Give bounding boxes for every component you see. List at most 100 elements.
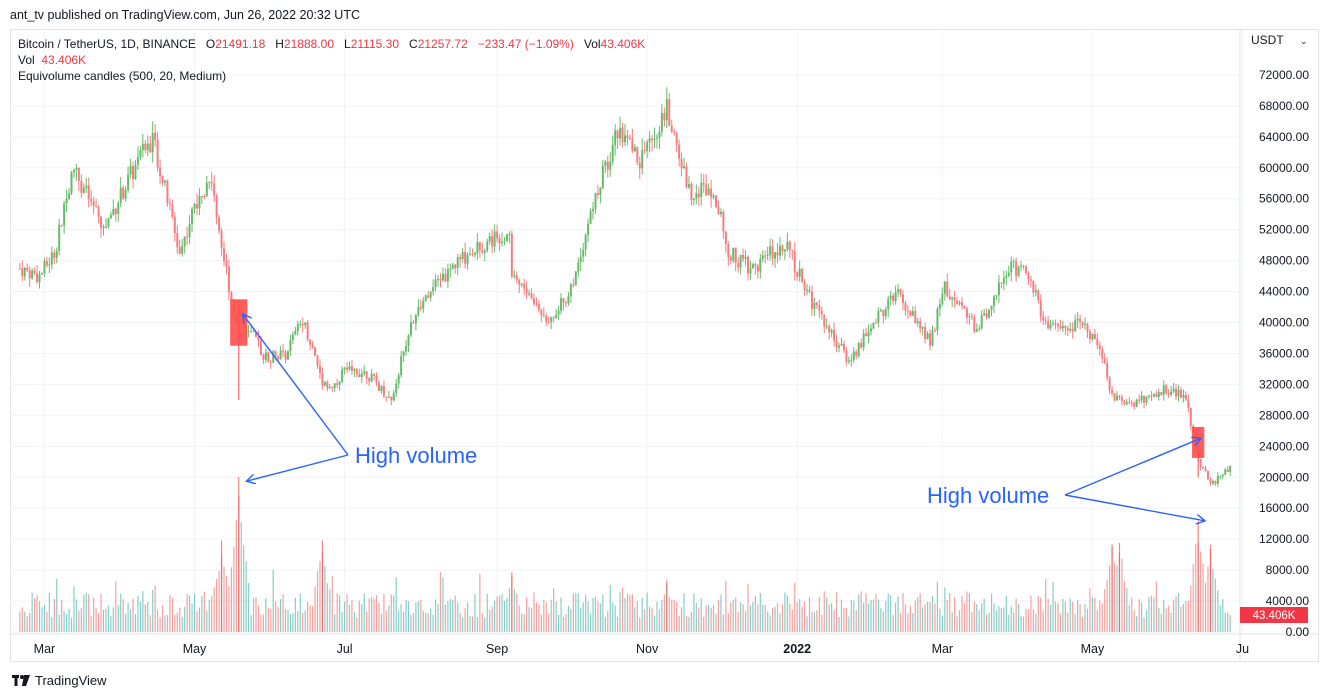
candle-body [929, 333, 932, 346]
candle-body [663, 112, 666, 121]
volume-bar [68, 608, 70, 632]
volume-bar [617, 616, 619, 632]
volume-bar [649, 606, 651, 632]
candle-body [476, 242, 479, 254]
annotation-arrow[interactable] [1064, 494, 1204, 521]
candle-body [1162, 385, 1165, 395]
volume-bar [19, 611, 21, 632]
annotation-text[interactable]: High volume [927, 483, 1049, 508]
volume-bar [1163, 599, 1165, 632]
volume-bar [808, 596, 811, 632]
candle-body [459, 257, 462, 260]
candle-body [860, 343, 863, 348]
symbol-title[interactable]: Bitcoin / TetherUS, 1D, BINANCE [18, 37, 196, 51]
candle-body [1226, 469, 1229, 473]
volume-bar [543, 599, 545, 632]
volume-bar [939, 608, 941, 632]
candle-body [931, 330, 934, 346]
candle-body [159, 167, 162, 176]
indicator-row[interactable]: Equivolume candles (500, 20, Medium) [18, 68, 645, 84]
annotation-arrow[interactable] [1064, 439, 1200, 496]
candle-body [993, 296, 995, 306]
candle-body [1167, 393, 1170, 395]
volume-bar [1187, 600, 1189, 632]
volume-bar [641, 597, 643, 632]
volume-bar [80, 608, 82, 632]
volume-bar [877, 599, 879, 632]
volume-bar [339, 595, 341, 632]
candle-body [112, 208, 115, 215]
candle-body [68, 193, 71, 199]
volume-bar [390, 594, 392, 632]
candle-body [1079, 318, 1082, 322]
candle-body [547, 321, 550, 323]
volume-bar [46, 611, 48, 632]
candle-body [464, 251, 467, 264]
volume-indicator-row[interactable]: Vol 43.406K [18, 52, 645, 68]
volume-bar [243, 545, 245, 632]
volume-bar [457, 602, 459, 632]
volume-bar [405, 599, 407, 632]
candle-body [146, 143, 149, 151]
candle-body [1084, 323, 1087, 326]
dropdown-chevron-icon[interactable]: ⌄ [1300, 37, 1308, 47]
candle-body [252, 331, 255, 333]
candle-body [965, 308, 968, 318]
volume-bar [270, 608, 272, 632]
candle-body [255, 331, 257, 337]
volume-bar [988, 612, 990, 632]
candle-body [961, 302, 964, 307]
price-tick-label: 12000.00 [1259, 532, 1309, 546]
footer-brand[interactable]: TradingView [35, 673, 107, 688]
candle-body [525, 288, 528, 294]
volume-bar [1062, 598, 1064, 632]
price-tick-label: 28000.00 [1259, 408, 1309, 422]
volume-bar [597, 601, 599, 632]
price-tick-label: 20000.00 [1259, 470, 1309, 484]
volume-bar [447, 601, 449, 632]
volume-bar [388, 605, 390, 632]
volume-bar [599, 603, 601, 632]
volume-bar [526, 597, 528, 632]
highlight-candle-body[interactable] [1192, 426, 1205, 458]
volume-bar [831, 602, 833, 632]
candle-body [250, 331, 253, 333]
candle-body [582, 249, 585, 257]
candle-body [830, 330, 833, 333]
annotation-text[interactable]: High volume [355, 443, 477, 468]
candle-body [668, 99, 671, 126]
volume-bar [870, 600, 872, 632]
candle-body [23, 267, 26, 277]
candle-body [80, 180, 83, 193]
candle-body [33, 270, 36, 274]
highlight-candle-body[interactable] [230, 299, 248, 346]
candle-body [424, 295, 427, 301]
candle-body [611, 145, 614, 162]
volume-bar [147, 601, 149, 632]
volume-bar [1104, 589, 1106, 632]
candle-body [724, 231, 727, 245]
candle-body [648, 138, 651, 143]
volume-bar [83, 594, 85, 632]
price-chart[interactable]: High volume High volume 72000.00 68000.00 6… [10, 29, 1319, 662]
annotation-arrow[interactable] [243, 315, 349, 456]
volume-bar [897, 596, 899, 632]
volume-bar [1015, 598, 1017, 632]
volume-bar [262, 614, 264, 632]
annotation-arrow[interactable] [247, 454, 349, 481]
candle-body [186, 236, 189, 238]
candle-body [481, 250, 484, 253]
volume-bar [437, 603, 439, 632]
candle-body [835, 340, 838, 348]
volume-bar [368, 598, 370, 632]
volume-bar [1145, 609, 1148, 632]
candle-body [532, 298, 535, 304]
candle-body [958, 302, 961, 304]
candle-body [680, 158, 683, 169]
time-tick-label: Nov [636, 642, 659, 656]
volume-bar [174, 614, 176, 632]
candle-body [375, 375, 378, 383]
volume-bar [63, 611, 65, 632]
volume-bar [653, 615, 656, 632]
candle-body [1138, 399, 1141, 401]
